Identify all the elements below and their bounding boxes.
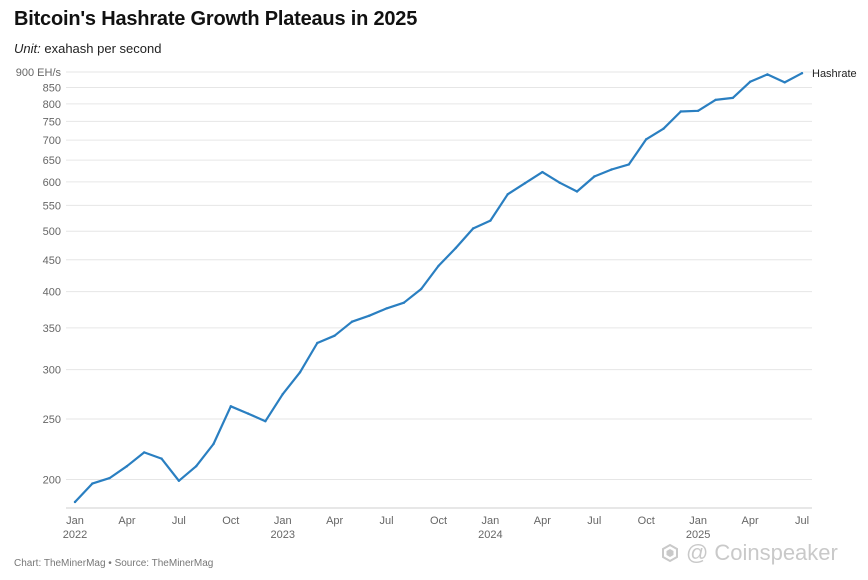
x-tick-label: Jan	[482, 515, 500, 527]
data-point	[91, 482, 94, 485]
y-tick-label: 200	[43, 474, 61, 486]
y-tick-label: 850	[43, 82, 61, 94]
y-tick-label: 600	[43, 177, 61, 189]
data-point	[73, 500, 77, 504]
y-tick-label: 400	[43, 287, 61, 299]
watermark-at-sign: @	[686, 540, 709, 565]
data-point	[489, 219, 492, 222]
data-point	[714, 98, 717, 102]
x-tick-label: Jan	[66, 515, 84, 527]
data-point	[437, 264, 440, 268]
y-tick-label: 300	[43, 365, 61, 377]
x-tick-label: Jul	[795, 515, 809, 527]
data-point	[212, 442, 215, 446]
data-point	[195, 465, 198, 468]
data-point	[541, 170, 544, 174]
coinspeaker-logo-icon	[662, 543, 678, 563]
data-point	[731, 96, 734, 100]
data-point	[783, 81, 786, 84]
y-tick-label: 500	[43, 226, 61, 238]
data-point	[610, 168, 613, 171]
chart-footer: Chart: TheMinerMag • Source: TheMinerMag	[14, 558, 214, 569]
x-tick-label: Oct	[222, 515, 239, 527]
y-tick-label: 750	[43, 116, 61, 128]
y-tick-label: 650	[43, 155, 61, 167]
data-point	[748, 80, 752, 84]
subtitle-unit-text: exahash per second	[44, 41, 162, 56]
data-point	[246, 412, 250, 415]
data-point	[558, 181, 561, 184]
data-point	[766, 73, 769, 76]
data-point	[125, 465, 129, 468]
data-point	[177, 479, 181, 482]
data-point	[420, 287, 423, 291]
chart-subtitle: Unit: exahash per second	[14, 41, 161, 56]
data-point	[229, 405, 232, 408]
series-layer: Hashrate	[73, 68, 857, 504]
x-tick-year-label: 2024	[478, 529, 502, 541]
y-tick-label: 700	[43, 135, 61, 147]
data-point	[593, 175, 596, 178]
watermark: @ Coinspeaker	[660, 540, 838, 566]
y-tick-label: 550	[43, 200, 61, 212]
y-tick-label: 250	[43, 414, 61, 426]
data-point	[264, 420, 267, 423]
x-tick-label: Jul	[172, 515, 186, 527]
data-point	[506, 193, 509, 196]
y-axis-ticks: 200 250 300 350 400 450 500 550 600 650 700 750 800 8…	[16, 67, 62, 486]
data-point	[575, 190, 579, 193]
series-line-hashrate	[73, 72, 804, 504]
watermark-text: Coinspeaker	[714, 540, 838, 565]
data-point	[350, 320, 354, 323]
x-tick-label: Jan	[274, 515, 292, 527]
data-point	[160, 457, 163, 460]
data-point	[800, 72, 804, 75]
x-tick-label: Oct	[430, 515, 447, 527]
y-tick-label: 800	[43, 99, 61, 111]
data-point	[143, 451, 146, 454]
x-tick-label: Apr	[534, 515, 551, 527]
data-point	[679, 110, 682, 113]
data-point	[471, 227, 475, 230]
data-point	[281, 393, 284, 396]
x-tick-label: Apr	[326, 515, 343, 527]
data-point	[627, 163, 631, 166]
data-point	[662, 127, 665, 130]
data-point	[298, 371, 302, 374]
x-tick-year-label: 2022	[63, 529, 87, 541]
data-point	[368, 314, 371, 317]
subtitle-unit-label: Unit:	[14, 41, 41, 56]
data-point	[385, 307, 388, 310]
grid-lines	[66, 71, 812, 509]
x-tick-year-label: 2023	[270, 529, 294, 541]
data-point	[523, 182, 527, 185]
data-point	[645, 138, 648, 141]
series-label-hashrate: Hashrate	[812, 68, 857, 80]
data-point	[316, 341, 319, 345]
chart-title: Bitcoin's Hashrate Growth Plateaus in 20…	[14, 8, 418, 30]
x-tick-label: Jan	[689, 515, 707, 527]
x-tick-label: Apr	[742, 515, 759, 527]
x-tick-label: Jul	[587, 515, 601, 527]
data-point	[402, 301, 406, 304]
data-point	[333, 334, 336, 337]
x-tick-label: Apr	[118, 515, 135, 527]
data-point	[696, 109, 700, 113]
x-tick-label: Jul	[380, 515, 394, 527]
x-tick-year-label: 2025	[686, 529, 710, 541]
y-tick-label: 900 EH/s	[16, 67, 62, 79]
x-tick-label: Oct	[638, 515, 655, 527]
y-tick-label: 350	[43, 323, 61, 335]
data-point	[108, 476, 111, 480]
y-tick-label: 450	[43, 255, 61, 267]
data-point	[454, 246, 457, 250]
x-axis-ticks: Jan 2022 Apr Jul Oct Jan 2023 Apr Jul Oct Jan 2024 A…	[63, 515, 809, 541]
